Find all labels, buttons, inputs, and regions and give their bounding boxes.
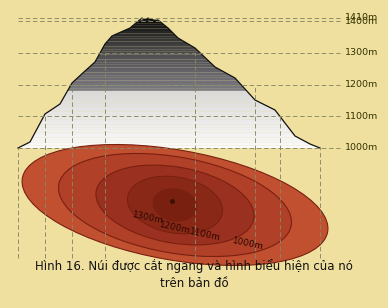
Polygon shape [136,21,162,23]
Polygon shape [60,101,263,104]
Polygon shape [96,57,207,60]
Polygon shape [75,78,237,80]
Text: 1200m: 1200m [159,220,191,236]
Polygon shape [69,86,244,88]
Polygon shape [95,60,210,62]
Polygon shape [100,49,199,52]
Polygon shape [52,106,273,109]
Polygon shape [78,75,235,78]
Polygon shape [63,96,254,99]
Polygon shape [36,127,290,130]
Text: 1300m: 1300m [345,48,378,57]
Ellipse shape [96,165,254,245]
Polygon shape [48,109,276,111]
Ellipse shape [22,144,328,265]
Ellipse shape [59,153,291,257]
Polygon shape [112,34,176,36]
Polygon shape [43,114,280,117]
Polygon shape [107,39,184,41]
Polygon shape [99,52,202,55]
Polygon shape [123,28,171,31]
Polygon shape [89,65,216,67]
Text: 1400m: 1400m [345,17,378,26]
Polygon shape [28,140,308,143]
Polygon shape [105,41,188,44]
Polygon shape [72,80,239,83]
Polygon shape [32,135,298,138]
Polygon shape [83,70,225,73]
Text: 1410m: 1410m [345,14,378,22]
Polygon shape [139,18,159,21]
Polygon shape [64,93,251,96]
Text: 1300m: 1300m [132,210,165,226]
Polygon shape [42,117,282,120]
Polygon shape [92,62,213,65]
Text: 1100m: 1100m [189,227,222,243]
Polygon shape [62,99,257,101]
Polygon shape [133,23,165,26]
Polygon shape [109,36,179,39]
Text: Hình 16. Núi được cắt ngang và hình biểu hiện của nó
trên bản đồ: Hình 16. Núi được cắt ngang và hình biểu… [35,259,353,290]
Polygon shape [66,91,249,93]
Ellipse shape [128,176,223,234]
Polygon shape [41,120,284,122]
Polygon shape [86,67,220,70]
Polygon shape [23,143,314,145]
Text: 1100m: 1100m [345,112,378,121]
Polygon shape [38,125,288,127]
Polygon shape [71,83,242,86]
Polygon shape [129,26,168,28]
Polygon shape [45,111,278,114]
Polygon shape [68,88,247,91]
Polygon shape [56,104,268,106]
Polygon shape [118,31,173,34]
Polygon shape [34,132,294,135]
Polygon shape [31,138,303,140]
Polygon shape [104,44,192,47]
Polygon shape [102,47,196,49]
Polygon shape [39,122,286,125]
Text: 1000m: 1000m [345,144,378,152]
Text: 1000m: 1000m [232,236,265,252]
Polygon shape [18,145,320,148]
Ellipse shape [153,189,197,221]
Polygon shape [98,55,204,57]
Polygon shape [35,130,292,132]
Polygon shape [80,73,230,75]
Text: 1200m: 1200m [345,80,378,89]
